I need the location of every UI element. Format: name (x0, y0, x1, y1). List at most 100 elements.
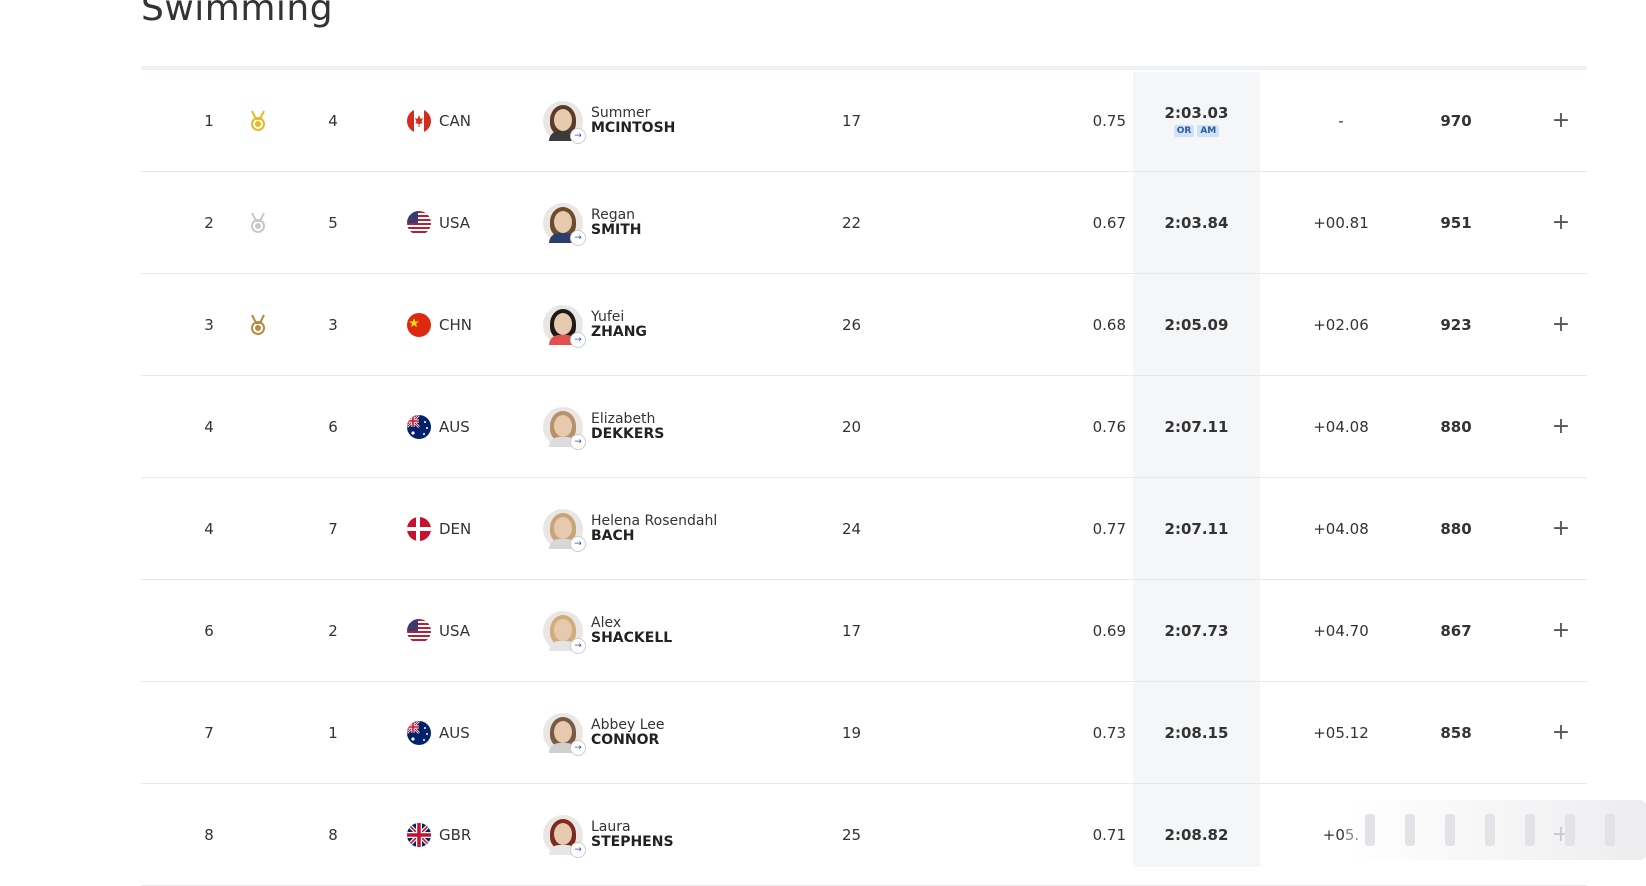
age: 26 (842, 315, 862, 334)
lane: 1 (328, 723, 338, 742)
table-row[interactable]: 7 1 AUS → Abbey Lee CONNOR 19 0.73 2:08.15 +05.12… (141, 682, 1587, 784)
time-value: 2:07.73 (1164, 621, 1229, 640)
noc-code: USA (439, 621, 471, 640)
athlete-link[interactable]: → Regan SMITH (543, 172, 642, 273)
silver-medal-icon (246, 172, 270, 273)
athlete-last-name: DEKKERS (591, 425, 665, 442)
time-behind: +00.81 (1313, 213, 1369, 232)
athlete-link[interactable]: → Summer MCINTOSH (543, 70, 675, 171)
points: 858 (1440, 723, 1472, 742)
expand-plus-icon[interactable]: + (1551, 210, 1571, 235)
flag-aus-icon (407, 414, 431, 439)
time-value: 2:07.11 (1164, 417, 1229, 436)
time-value: 2:03.84 (1164, 213, 1229, 232)
athlete-link[interactable]: → Laura STEPHENS (543, 784, 674, 885)
expand-plus-icon[interactable]: + (1551, 312, 1571, 337)
table-row[interactable]: 1 4 CAN → Summer MCINTOSH 17 0.75 2:03.03 OR AM - 97… (141, 70, 1587, 172)
avatar: → (543, 712, 586, 756)
table-row[interactable]: 4 7 DEN → Helena Rosendahl BACH 24 0.77 2:07.11 +… (141, 478, 1587, 580)
table-row[interactable]: 2 5 USA → Regan SMITH 22 0.67 2:03.84 +00.81 951 + (141, 172, 1587, 274)
result-time: 2:08.15 (1133, 682, 1260, 783)
points: 951 (1440, 213, 1472, 232)
arrow-right-icon: → (570, 433, 586, 450)
noc-code: AUS (439, 417, 470, 436)
medal-placeholder (246, 478, 270, 579)
time-value: 2:07.11 (1164, 519, 1229, 538)
medal-placeholder (246, 376, 270, 477)
result-time: 2:03.03 OR AM (1133, 70, 1260, 171)
age: 19 (842, 723, 862, 742)
avatar: → (543, 406, 586, 450)
age: 25 (842, 825, 862, 844)
bronze-medal-icon (246, 274, 270, 375)
flag-usa-icon (407, 618, 431, 643)
athlete-link[interactable]: → Elizabeth DEKKERS (543, 376, 664, 477)
result-time: 2:03.84 (1133, 172, 1260, 273)
time-behind: +04.70 (1313, 621, 1369, 640)
avatar: → (543, 508, 586, 552)
reaction-time: 0.75 (1092, 111, 1126, 130)
time-behind: +02.06 (1313, 315, 1369, 334)
athlete-link[interactable]: → Abbey Lee CONNOR (543, 682, 664, 783)
noc-code: GBR (439, 825, 472, 844)
athlete-first-name: Yufei (591, 308, 625, 325)
avatar: → (543, 814, 586, 858)
reaction-time: 0.68 (1092, 315, 1126, 334)
nationality: GBR (407, 784, 471, 885)
points: 880 (1440, 417, 1472, 436)
result-time: 2:07.73 (1133, 580, 1260, 681)
age: 24 (842, 519, 862, 538)
expand-plus-icon[interactable]: + (1551, 720, 1571, 745)
avatar: → (543, 100, 586, 144)
points: 880 (1440, 519, 1472, 538)
table-row[interactable]: 3 3 CHN → Yufei ZHANG 26 0.68 2:05.09 +02.06 923 + (141, 274, 1587, 376)
nationality: USA (407, 172, 470, 273)
record-badge: AM (1197, 125, 1220, 137)
lane: 7 (328, 519, 338, 538)
table-row[interactable]: 4 6 AUS → Elizabeth DEKKERS 20 0.76 2:07.11 +04.0… (141, 376, 1587, 478)
athlete-first-name: Helena Rosendahl (591, 512, 718, 529)
expand-plus-icon[interactable]: + (1551, 516, 1571, 541)
flag-aus-icon (407, 720, 431, 745)
arrow-right-icon: → (570, 841, 586, 858)
result-time: 2:08.82 (1133, 784, 1260, 885)
time-behind: +04.08 (1313, 417, 1369, 436)
age: 17 (842, 621, 862, 640)
rank: 3 (204, 315, 214, 334)
points: 867 (1440, 621, 1472, 640)
time-value: 2:03.03 (1164, 104, 1229, 122)
lane: 5 (328, 213, 338, 232)
expand-plus-icon[interactable]: + (1551, 108, 1571, 133)
athlete-last-name: MCINTOSH (591, 119, 676, 136)
flag-den-icon (407, 516, 431, 541)
noc-code: CHN (439, 315, 472, 334)
athlete-first-name: Laura (591, 818, 631, 835)
medal-placeholder (246, 682, 270, 783)
athlete-first-name: Regan (591, 206, 636, 223)
age: 22 (842, 213, 862, 232)
athlete-last-name: SHACKELL (591, 629, 673, 646)
noc-code: AUS (439, 723, 470, 742)
expand-plus-icon[interactable]: + (1551, 414, 1571, 439)
athlete-link[interactable]: → Yufei ZHANG (543, 274, 647, 375)
record-badge: OR (1173, 125, 1195, 137)
flag-can-icon (407, 108, 431, 133)
time-behind: +05.12 (1313, 723, 1369, 742)
watermark-overlay (1345, 800, 1646, 860)
medal-placeholder (246, 784, 270, 885)
arrow-right-icon: → (570, 535, 586, 552)
rank: 1 (204, 111, 214, 130)
reaction-time: 0.69 (1092, 621, 1126, 640)
arrow-right-icon: → (570, 331, 586, 348)
nationality: CAN (407, 70, 471, 171)
page-title: Swimming (141, 0, 334, 29)
time-value: 2:08.15 (1164, 723, 1229, 742)
athlete-last-name: STEPHENS (591, 833, 674, 850)
age: 17 (842, 111, 862, 130)
table-row[interactable]: 6 2 USA → Alex SHACKELL 17 0.69 2:07.73 +04.70 867… (141, 580, 1587, 682)
athlete-last-name: CONNOR (591, 731, 660, 748)
athlete-link[interactable]: → Helena Rosendahl BACH (543, 478, 717, 579)
athlete-link[interactable]: → Alex SHACKELL (543, 580, 672, 681)
expand-plus-icon[interactable]: + (1551, 618, 1571, 643)
rank: 7 (204, 723, 214, 742)
